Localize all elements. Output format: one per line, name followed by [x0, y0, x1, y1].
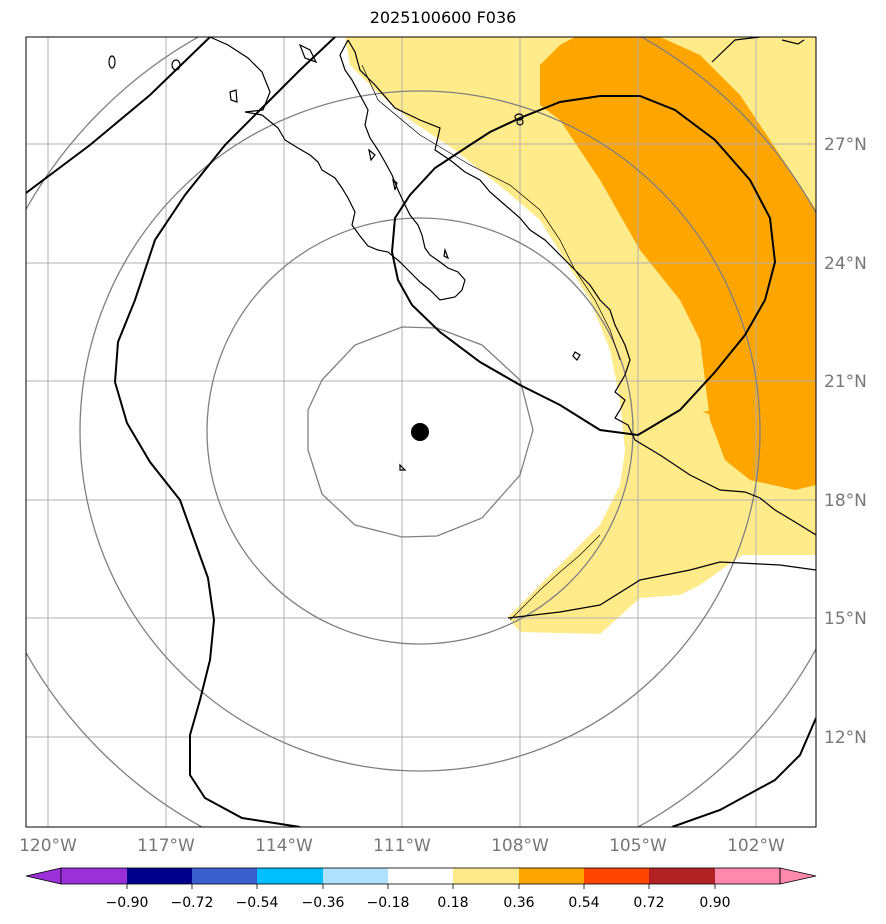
- island-1: [108, 55, 116, 69]
- coastline-baja-west: [209, 37, 466, 301]
- colorbar-label-5: 0.18: [437, 895, 468, 911]
- colorbar-label-9: 0.90: [699, 895, 730, 911]
- contour-ring: [390, 95, 777, 437]
- colorbar-outline: [60, 867, 781, 885]
- colorbar-cell-3: [257, 868, 323, 884]
- colorbar-cell-9: [649, 868, 715, 884]
- contour-southeast: [671, 717, 816, 827]
- colorbar-label-1: −0.72: [171, 895, 214, 911]
- colorbar-label-0: −0.90: [106, 895, 149, 911]
- colorbar-extend-low: [25, 867, 62, 885]
- lat-label-21n: 21°N: [824, 372, 867, 392]
- island-3: [229, 89, 238, 103]
- coastline-ne: [781, 39, 805, 45]
- colorbar-label-2: −0.54: [236, 895, 279, 911]
- map-title: 2025100600 F036: [369, 8, 517, 27]
- lat-label-27n: 27°N: [824, 135, 867, 155]
- colorbar-label-8: 0.72: [633, 895, 664, 911]
- bold-contours: [26, 37, 816, 827]
- thin-contour: [361, 64, 621, 621]
- colorbar-cell-8: [584, 868, 649, 884]
- lat-label-24n: 24°N: [824, 254, 867, 274]
- lon-label-114w: 114°W: [255, 836, 313, 856]
- colorbar-cell-10: [715, 868, 780, 884]
- island-11: [443, 247, 450, 260]
- lon-label-111w: 111°W: [373, 836, 431, 856]
- shading-orange-spot: [703, 408, 730, 418]
- colorbar-cell-2: [192, 868, 257, 884]
- coastline: [108, 37, 816, 619]
- lon-label-120w: 120°W: [19, 836, 77, 856]
- colorbar-label-4: −0.18: [367, 895, 410, 911]
- colorbar-cell-6: [453, 868, 519, 884]
- island-10: [392, 178, 398, 191]
- contour-northwest: [26, 37, 211, 194]
- coastline-north: [711, 37, 761, 63]
- coastline-gulf-east: [339, 39, 406, 206]
- graticule: [26, 37, 816, 827]
- range-ring-3: [79, 90, 761, 772]
- colorbar-cell-5: [388, 868, 453, 884]
- island-4: [298, 43, 318, 64]
- lon-label-117w: 117°W: [137, 836, 195, 856]
- colorbar-cell-1: [127, 868, 192, 884]
- island-8: [399, 463, 407, 471]
- lat-label-15n: 15°N: [824, 609, 867, 629]
- colorbar-cell-0: [61, 868, 127, 884]
- colorbar: −0.90 −0.72 −0.54 −0.36 −0.18 0.18 0.36 …: [25, 867, 817, 911]
- map-frame: [25, 36, 817, 828]
- range-ring-1: [307, 326, 534, 538]
- range-ring-2: [206, 217, 634, 645]
- island-9: [368, 148, 376, 162]
- map-plot-area: [26, 37, 816, 827]
- coastline-southern-mexico: [507, 561, 816, 619]
- latitude-labels: 12°N 15°N 18°N 21°N 24°N 27°N: [824, 135, 867, 748]
- lon-label-105w: 105°W: [609, 836, 667, 856]
- storm-center-marker: [411, 423, 429, 441]
- lat-label-18n: 18°N: [824, 491, 867, 511]
- contour-west: [113, 37, 336, 827]
- island-7: [572, 351, 581, 361]
- lon-label-108w: 108°W: [491, 836, 549, 856]
- colorbar-cell-7: [519, 868, 584, 884]
- colorbar-extend-high: [779, 867, 817, 885]
- coastline-mainland: [347, 39, 816, 536]
- longitude-labels: 120°W 117°W 114°W 111°W 108°W 105°W 102°…: [19, 836, 785, 856]
- colorbar-ticks: [126, 884, 716, 889]
- colorbar-label-6: 0.36: [503, 895, 534, 911]
- colorbar-label-3: −0.36: [302, 895, 345, 911]
- range-rings: [26, 37, 816, 827]
- lon-label-102w: 102°W: [727, 836, 785, 856]
- colorbar-label-7: 0.54: [568, 895, 599, 911]
- colorbar-cell-4: [323, 868, 388, 884]
- lat-label-12n: 12°N: [824, 728, 867, 748]
